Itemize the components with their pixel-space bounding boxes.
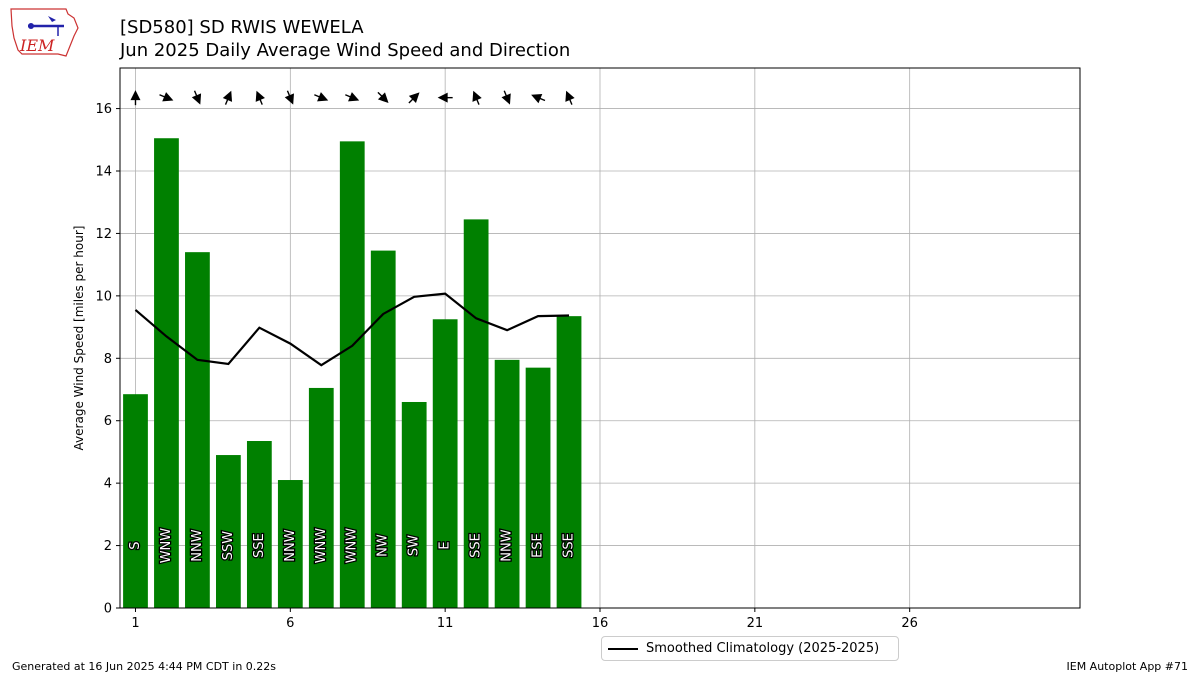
x-tick-label: 21: [747, 616, 764, 631]
direction-label-day-1: S: [128, 541, 143, 549]
direction-label-day-8: WNW: [345, 528, 360, 564]
iowa-outline: [10, 8, 79, 57]
climatology-line: [134, 292, 570, 367]
y-axis-label: Average Wind Speed [miles per hour]: [72, 226, 86, 451]
x-tick-label: 6: [286, 616, 294, 631]
direction-label-day-5: SSE: [252, 533, 267, 558]
chart-title-station: [SD580] SD RWIS WEWELA: [120, 17, 364, 38]
direction-label-day-6: NNW: [283, 529, 298, 561]
logo-station-dot: [28, 23, 34, 29]
y-tick-label: 12: [95, 227, 112, 242]
bar-day-14: [525, 367, 551, 608]
wind-arrow-layer: [130, 90, 575, 106]
bar-day-12: [463, 219, 489, 609]
wind-arrow-day-7: [314, 92, 329, 102]
direction-label-day-11: E: [438, 541, 453, 549]
bar-layer: [123, 138, 582, 609]
wind-arrow-day-13: [501, 90, 511, 105]
direction-label-day-14: ESE: [531, 533, 546, 558]
bar-day-8: [339, 141, 365, 608]
direction-label-day-13: NNW: [500, 529, 515, 561]
iem-logo-graphic: IEM: [10, 8, 79, 57]
y-tick-label: 0: [104, 602, 112, 617]
logo-wind-flag: [48, 16, 56, 22]
chart-title-subtitle: Jun 2025 Daily Average Wind Speed and Di…: [120, 40, 571, 61]
bar-day-4: [216, 455, 241, 608]
x-tick-label: 26: [901, 616, 918, 631]
y-tick-label: 4: [104, 477, 112, 492]
iem-logo: IEM: [8, 6, 80, 60]
direction-label-day-15: SSE: [562, 533, 577, 558]
wind-arrow-day-4: [222, 90, 233, 105]
y-tick-label: 10: [95, 289, 112, 304]
y-tick-label: 2: [104, 539, 112, 554]
wind-arrow-day-15: [565, 90, 575, 105]
y-tick-label: 8: [104, 352, 112, 367]
bar-day-1: [123, 394, 148, 608]
wind-arrow-day-8: [345, 92, 360, 102]
wind-arrow-day-11: [437, 92, 453, 103]
direction-label-layer: S WNW NNW SSW SSE NNW WNW WNW NW SW E SSE NNW ESE SSE: [127, 526, 578, 564]
y-tick-label: 16: [95, 102, 112, 117]
x-tick-label: 11: [437, 616, 454, 631]
direction-label-day-4: SSW: [221, 531, 236, 561]
footer-generated-text: Generated at 16 Jun 2025 4:44 PM CDT in …: [12, 660, 277, 673]
bar-day-11: [432, 319, 458, 608]
wind-arrow-day-9: [377, 91, 389, 103]
wind-arrow-day-10: [408, 92, 420, 104]
wind-arrow-day-14: [531, 93, 546, 104]
wind-arrow-day-6: [284, 90, 294, 105]
bar-day-10: [401, 401, 427, 608]
bar-day-7: [308, 387, 334, 608]
logo-text: IEM: [19, 36, 55, 55]
direction-label-day-2: WNW: [159, 528, 174, 564]
wind-arrow-day-12: [472, 90, 482, 105]
bar-day-3: [185, 252, 210, 608]
footer-app-text: IEM Autoplot App #71: [1066, 660, 1189, 673]
y-tick-label: 6: [104, 414, 112, 429]
legend-line-swatch: [608, 647, 638, 650]
direction-label-day-10: SW: [407, 535, 422, 556]
direction-label-day-7: WNW: [314, 528, 329, 564]
direction-label-day-9: NW: [376, 534, 391, 557]
y-tick-label: 14: [95, 165, 112, 180]
wind-arrow-day-3: [191, 90, 202, 105]
bar-day-15: [556, 316, 582, 608]
bar-day-6: [277, 480, 303, 608]
legend-label: Smoothed Climatology (2025-2025): [646, 641, 880, 656]
legend: Smoothed Climatology (2025-2025): [601, 636, 899, 661]
direction-label-day-3: NNW: [190, 529, 205, 561]
wind-arrow-day-1: [130, 90, 141, 106]
wind-arrow-day-5: [255, 90, 265, 105]
bar-day-13: [494, 359, 520, 608]
bar-day-5: [246, 441, 272, 608]
wind-arrow-day-2: [159, 92, 174, 102]
x-tick-label: 1: [131, 616, 139, 631]
climatology-layer: [134, 292, 570, 367]
direction-label-day-12: SSE: [469, 533, 484, 558]
x-tick-label: 16: [592, 616, 609, 631]
bar-day-2: [154, 138, 179, 609]
